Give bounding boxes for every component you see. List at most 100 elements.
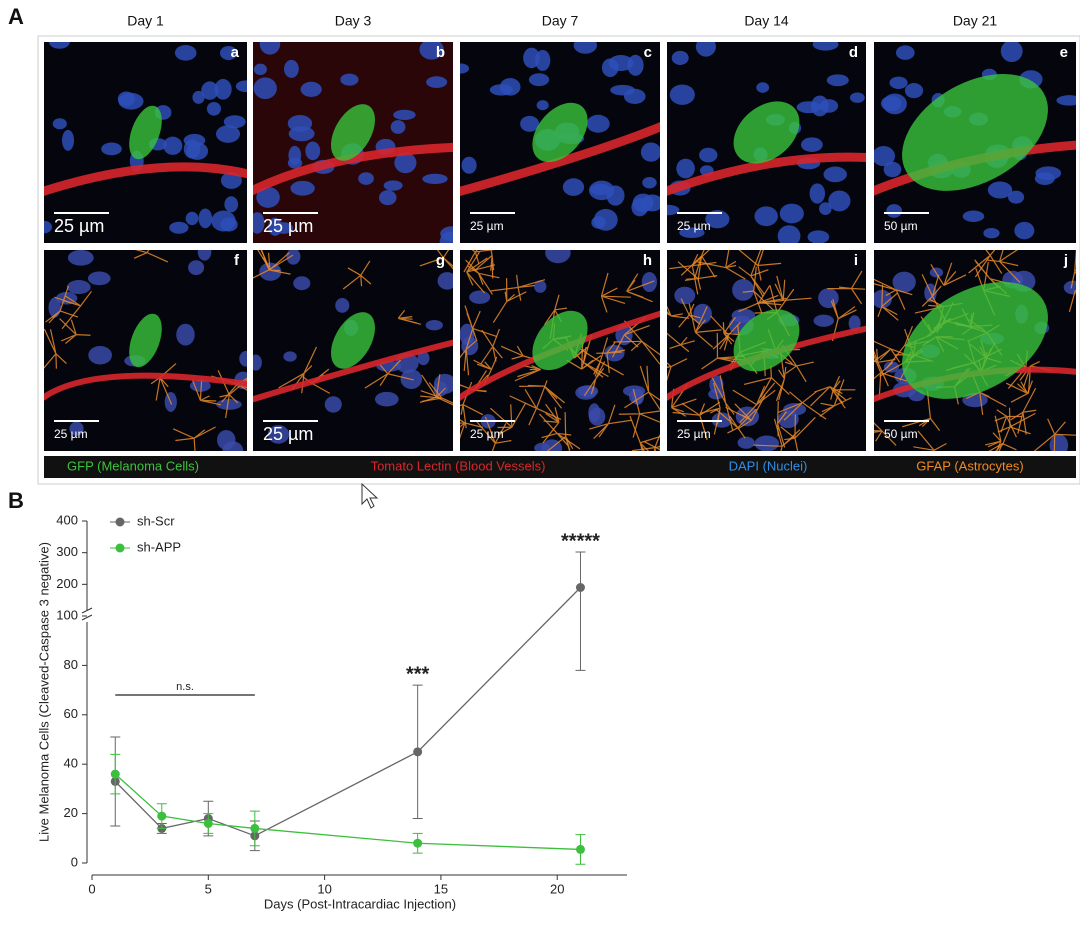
nucleus (520, 115, 540, 132)
y-tick-label: 60 (64, 706, 78, 721)
annotation: *** (406, 663, 430, 685)
nucleus (809, 183, 826, 204)
data-point (250, 823, 260, 833)
nucleus (779, 203, 804, 224)
nucleus (534, 442, 550, 451)
y-tick-label: 400 (56, 512, 78, 527)
nucleus (189, 379, 211, 392)
nucleus (545, 250, 571, 264)
vessel (44, 372, 247, 401)
panel-label: A (8, 4, 24, 29)
scale-bar-label: 25 µm (263, 424, 313, 444)
astrocyte (1033, 418, 1076, 451)
nucleus (669, 84, 695, 105)
astrocyte (988, 442, 1017, 451)
nucleus (340, 73, 359, 86)
nucleus (52, 118, 67, 130)
nucleus (523, 47, 540, 69)
astrocyte (490, 274, 546, 301)
nucleus (883, 361, 900, 373)
nucleus (962, 210, 985, 222)
nucleus (886, 204, 903, 218)
scale-bar-label: 25 µm (677, 219, 711, 233)
nucleus (987, 181, 1013, 199)
astrocyte (1010, 387, 1037, 435)
nucleus (358, 172, 374, 185)
nucleus (176, 323, 195, 346)
scale-bar-label: 25 µm (677, 427, 711, 441)
nucleus (283, 59, 299, 78)
x-tick-label: 5 (205, 881, 212, 896)
astrocyte (465, 259, 500, 295)
nucleus (253, 212, 265, 234)
image-letter: c (644, 44, 652, 61)
nucleus (536, 100, 549, 111)
nucleus (1000, 42, 1023, 63)
nucleus (705, 210, 730, 229)
nucleus (239, 350, 247, 367)
nucleus (215, 125, 241, 143)
micrograph (460, 42, 660, 243)
column-header: Day 1 (127, 13, 164, 29)
astrocyte (44, 328, 67, 369)
melanoma-cell (733, 101, 800, 164)
nucleus (819, 99, 839, 113)
nucleus (880, 95, 902, 112)
astrocyte (492, 278, 527, 323)
nucleus (426, 76, 448, 88)
nucleus (848, 315, 861, 332)
melanoma-cell (331, 104, 375, 161)
nucleus (185, 211, 199, 226)
nucleus (823, 166, 847, 183)
astrocyte (460, 419, 484, 439)
astrocyte (874, 422, 897, 446)
astrocyte (626, 273, 655, 303)
nucleus (87, 271, 111, 286)
astrocyte (711, 374, 735, 431)
astrocyte (500, 345, 537, 361)
micrograph (667, 42, 866, 243)
image-letter: d (849, 44, 858, 61)
column-header: Day 3 (335, 13, 372, 29)
nucleus (983, 227, 1000, 239)
nucleus (88, 345, 112, 365)
data-point (413, 747, 423, 757)
legend-label: sh-APP (137, 539, 181, 554)
nucleus (273, 222, 294, 234)
nucleus (383, 180, 403, 191)
nucleus (101, 142, 122, 156)
x-tick-label: 20 (550, 881, 564, 896)
nucleus (290, 180, 315, 196)
micrograph (460, 250, 660, 451)
nucleus (732, 279, 755, 301)
micrograph (44, 42, 247, 243)
astrocyte (997, 407, 1036, 446)
astrocyte (738, 250, 782, 281)
column-header: Day 7 (542, 13, 579, 29)
melanoma-cell (129, 105, 162, 160)
vessel (44, 162, 247, 196)
astrocyte (743, 366, 790, 398)
y-axis-label: Live Melanoma Cells (Cleaved-Caspase 3 n… (36, 542, 51, 842)
melanoma-cell (331, 312, 375, 369)
astrocyte (722, 316, 741, 345)
astrocyte (580, 337, 624, 377)
astrocyte (732, 382, 776, 424)
nucleus (588, 407, 606, 426)
astrocyte (473, 250, 495, 279)
astrocyte (985, 415, 1002, 451)
y-tick-label: 100 (56, 607, 78, 622)
micrograph (874, 42, 1076, 243)
nucleus (874, 146, 896, 167)
astrocyte (738, 250, 769, 297)
nucleus (1007, 190, 1025, 204)
nucleus (222, 441, 244, 451)
data-point (575, 844, 585, 854)
nucleus (777, 225, 801, 243)
nucleus (390, 120, 406, 134)
nucleus (419, 42, 444, 60)
nucleus (293, 276, 311, 291)
nucleus (892, 271, 916, 293)
y-tick-label: 40 (64, 756, 78, 771)
nucleus (889, 76, 908, 89)
